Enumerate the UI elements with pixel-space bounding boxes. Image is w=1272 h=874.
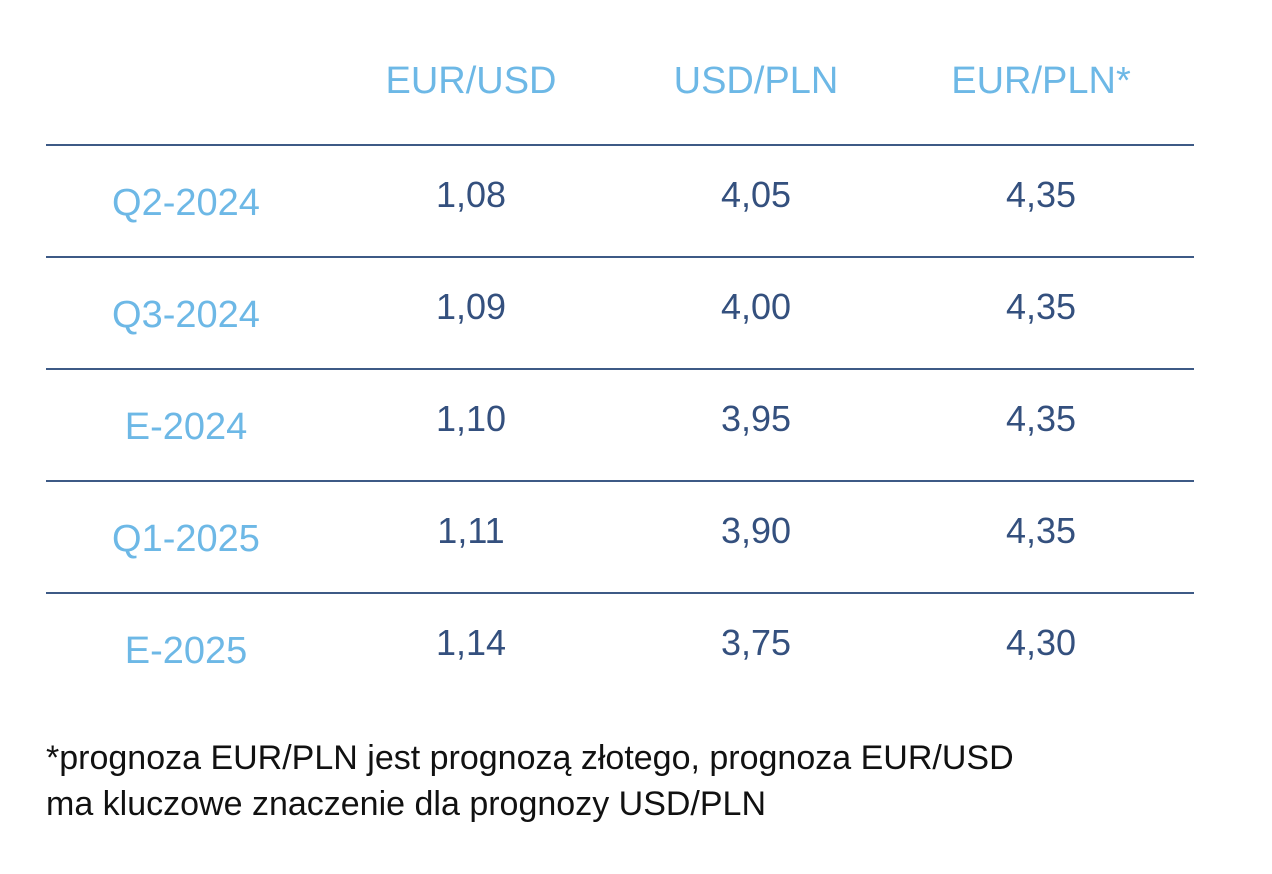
row-label: E-2024 bbox=[124, 406, 248, 448]
cell-eur-pln: 4,35 bbox=[1005, 174, 1077, 215]
footnote-line-2: ma kluczowe znaczenie dla prognozy USD/P… bbox=[46, 785, 767, 823]
cell-eur-usd: 1,11 bbox=[437, 510, 505, 551]
cell-usd-pln: 3,75 bbox=[720, 622, 792, 663]
table-header-row: EUR/USD USD/PLN EUR/PLN* bbox=[46, 30, 1194, 146]
row-label: E-2025 bbox=[124, 630, 248, 672]
cell-eur-pln: 4,30 bbox=[1005, 622, 1077, 663]
cell-usd-pln: 3,90 bbox=[720, 510, 792, 551]
table-row: Q3-2024 1,09 4,00 4,35 bbox=[46, 258, 1194, 370]
row-label: Q2-2024 bbox=[112, 182, 260, 224]
row-label: Q1-2025 bbox=[112, 518, 260, 560]
cell-eur-pln: 4,35 bbox=[1005, 398, 1077, 439]
table-row: Q1-2025 1,11 3,90 4,35 bbox=[46, 482, 1194, 594]
cell-usd-pln: 3,95 bbox=[720, 398, 792, 439]
cell-usd-pln: 4,05 bbox=[720, 174, 792, 215]
column-header-eur-usd: EUR/USD bbox=[385, 60, 557, 102]
cell-eur-usd: 1,10 bbox=[435, 398, 507, 439]
row-label: Q3-2024 bbox=[112, 294, 260, 336]
cell-eur-pln: 4,35 bbox=[1005, 510, 1077, 551]
cell-eur-usd: 1,08 bbox=[435, 174, 507, 215]
column-header-usd-pln: USD/PLN bbox=[673, 60, 839, 102]
column-header-eur-pln: EUR/PLN* bbox=[951, 60, 1131, 102]
forecast-table: EUR/USD USD/PLN EUR/PLN* Q2-2024 1,08 4,… bbox=[46, 30, 1194, 706]
cell-eur-usd: 1,14 bbox=[435, 622, 507, 663]
table-row: E-2024 1,10 3,95 4,35 bbox=[46, 370, 1194, 482]
footnote-line-1: *prognoza EUR/PLN jest prognozą złotego,… bbox=[46, 739, 1014, 777]
table-row: E-2025 1,14 3,75 4,30 bbox=[46, 594, 1194, 706]
cell-eur-usd: 1,09 bbox=[435, 286, 507, 327]
cell-eur-pln: 4,35 bbox=[1005, 286, 1077, 327]
table-row: Q2-2024 1,08 4,05 4,35 bbox=[46, 146, 1194, 258]
cell-usd-pln: 4,00 bbox=[720, 286, 792, 327]
footnote: *prognoza EUR/PLN jest prognozą złotego,… bbox=[46, 735, 1246, 827]
